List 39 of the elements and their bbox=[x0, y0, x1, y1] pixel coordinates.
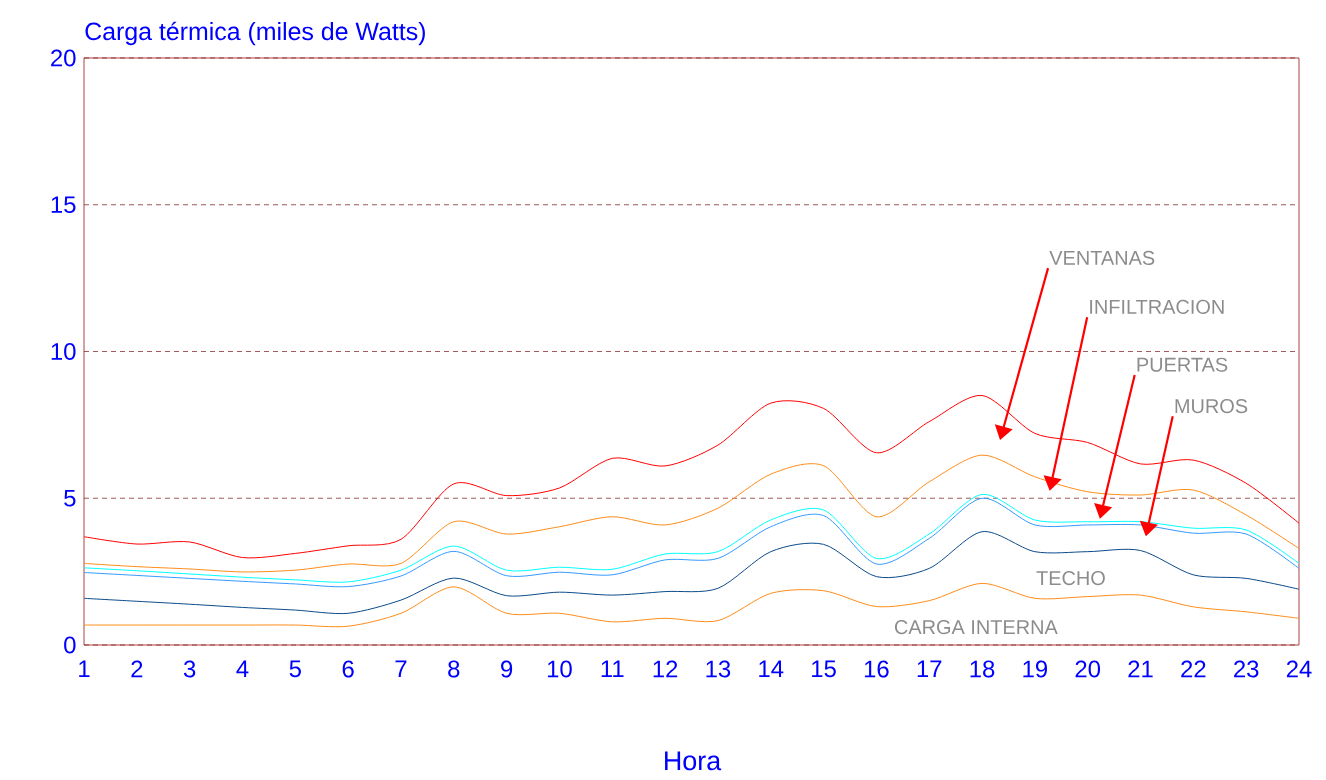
x-tick-label: 21 bbox=[1128, 660, 1153, 678]
line-series bbox=[83, 454, 1300, 573]
x-tick-label: 7 bbox=[395, 660, 407, 677]
annotation: INFILTRACION bbox=[1090, 299, 1224, 314]
x-tick-label: 8 bbox=[448, 660, 460, 678]
x-tick-label: 16 bbox=[864, 660, 889, 678]
x-tick-label: 20 bbox=[1075, 660, 1101, 678]
x-tick-label: 14 bbox=[759, 660, 784, 677]
x-tick-label: 13 bbox=[706, 660, 731, 678]
x-tick-label: 3 bbox=[183, 660, 196, 678]
x-tick-label: 15 bbox=[812, 660, 836, 678]
x-tick-label: 22 bbox=[1181, 660, 1206, 678]
x-tick-label: 5 bbox=[289, 660, 301, 678]
x-tick-label: 10 bbox=[547, 660, 572, 678]
x-tick-label: 1 bbox=[79, 660, 90, 677]
annotation: CARGA INTERNA bbox=[894, 620, 1058, 635]
annotation: MUROS bbox=[1175, 399, 1248, 414]
annotation: TECHO bbox=[1036, 571, 1105, 586]
x-tick-label: 19 bbox=[1023, 660, 1048, 678]
x-tick-label: 24 bbox=[1286, 660, 1312, 678]
annotation: PUERTAS bbox=[1137, 357, 1228, 372]
x-tick-label: 9 bbox=[501, 660, 513, 678]
x-axis-title: Hora bbox=[665, 751, 722, 771]
x-tick-label: 11 bbox=[601, 660, 624, 677]
x-tick-label: 23 bbox=[1234, 660, 1259, 678]
y-tick-label: 5 bbox=[64, 489, 76, 507]
line-series bbox=[83, 531, 1300, 615]
y-tick-label: 15 bbox=[51, 196, 76, 214]
x-tick-label: 4 bbox=[236, 660, 249, 677]
annotation: VENTANAS bbox=[1049, 250, 1155, 265]
x-tick-label: 18 bbox=[970, 660, 995, 678]
y-tick-label: 0 bbox=[64, 636, 76, 654]
chart-title: Carga térmica (miles de Watts) bbox=[85, 21, 425, 46]
y-tick-label: 10 bbox=[51, 343, 76, 360]
y-tick-label: 20 bbox=[51, 49, 76, 67]
x-tick-label: 12 bbox=[653, 660, 678, 678]
x-tick-label: 17 bbox=[917, 660, 942, 677]
x-tick-label: 2 bbox=[131, 660, 143, 678]
x-tick-label: 6 bbox=[342, 660, 354, 678]
